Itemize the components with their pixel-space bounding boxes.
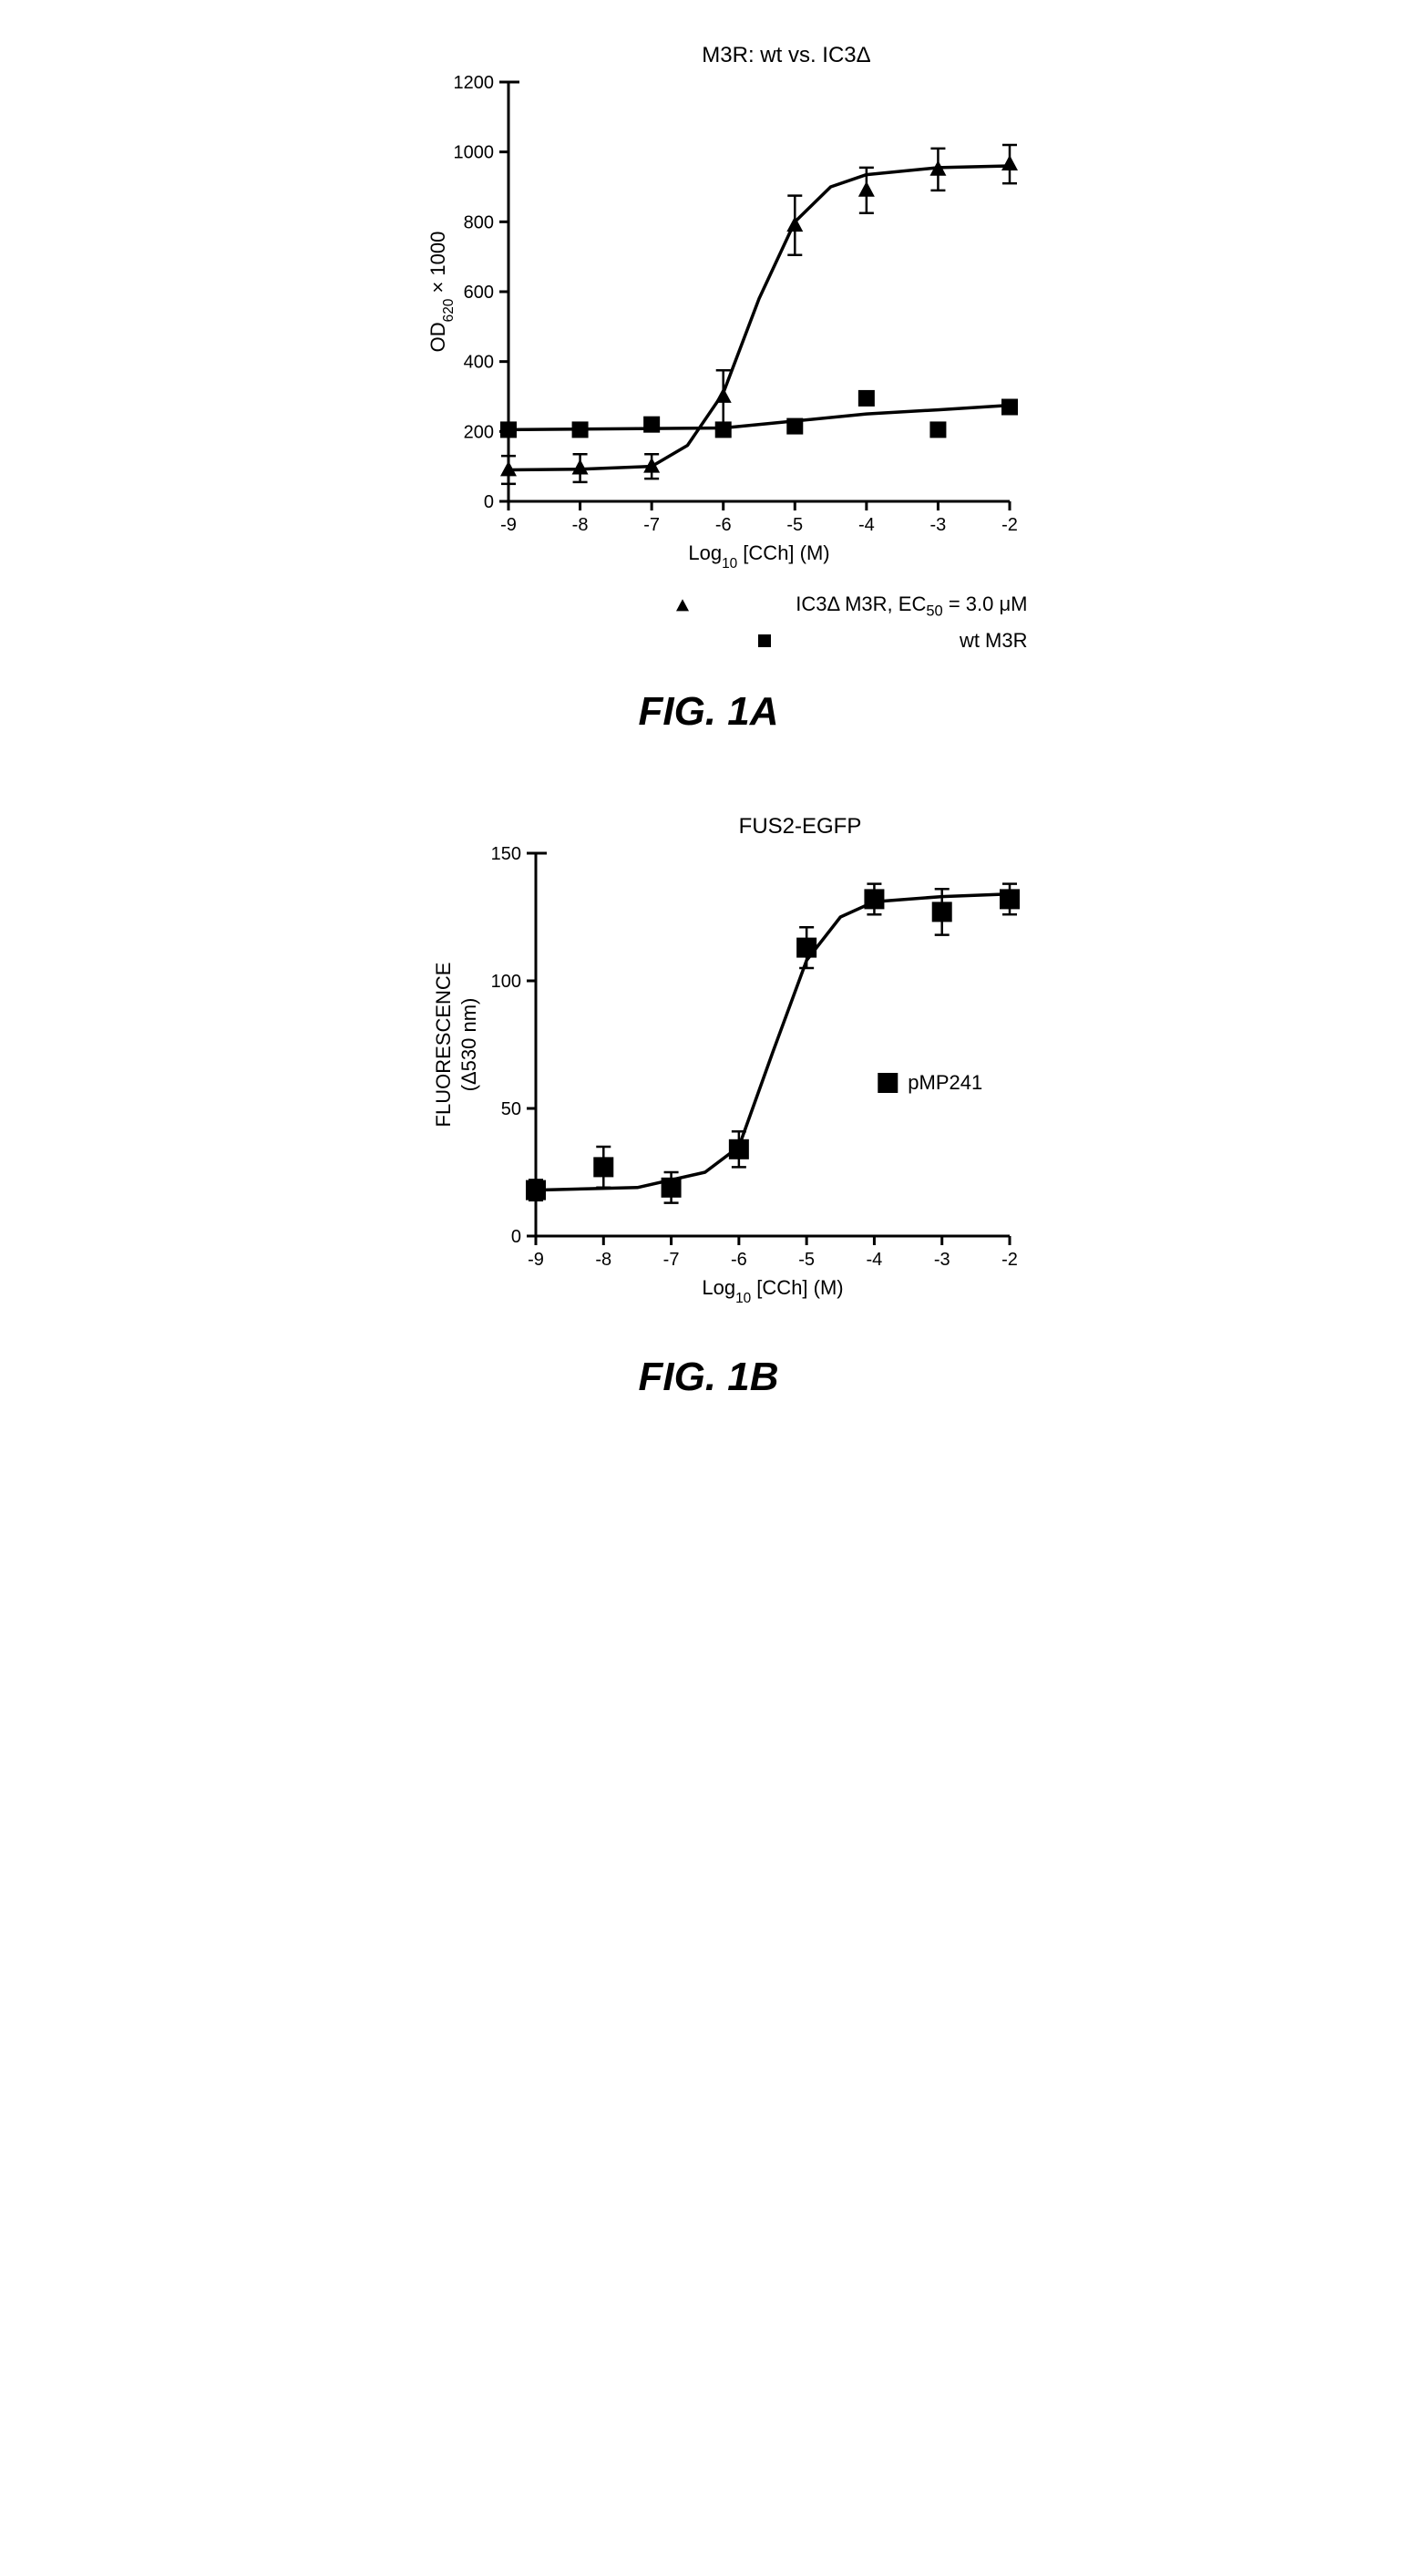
svg-text:pMP241: pMP241 <box>908 1071 982 1094</box>
svg-text:800: 800 <box>463 212 493 232</box>
svg-text:-5: -5 <box>786 515 803 535</box>
figure-1b-label: FIG. 1B <box>390 1355 1028 1400</box>
svg-text:-4: -4 <box>857 515 874 535</box>
svg-text:1200: 1200 <box>453 73 494 93</box>
svg-text:0: 0 <box>510 1227 520 1247</box>
svg-text:Log10 [CCh] (M): Log10 [CCh] (M) <box>688 541 829 572</box>
svg-text:150: 150 <box>490 844 520 864</box>
svg-text:-4: -4 <box>866 1250 882 1270</box>
svg-text:-5: -5 <box>798 1250 815 1270</box>
svg-text:-3: -3 <box>929 515 946 535</box>
svg-text:-6: -6 <box>730 1250 746 1270</box>
svg-text:-2: -2 <box>1001 515 1018 535</box>
svg-text:-9: -9 <box>500 515 517 535</box>
svg-text:-8: -8 <box>595 1250 611 1270</box>
figure-1a-block: M3R: wt vs. IC3Δ 0 200 400 600 800 1000 1200 -9 -… <box>390 36 1028 735</box>
figure-1a-legend: IC3Δ M3R, EC50 = 3.0 μM wt M3R <box>581 592 1028 653</box>
svg-text:-2: -2 <box>1001 1250 1018 1270</box>
svg-text:400: 400 <box>463 353 493 373</box>
svg-text:-7: -7 <box>662 1250 679 1270</box>
svg-text:-7: -7 <box>643 515 660 535</box>
svg-text:0: 0 <box>483 492 493 512</box>
svg-text:200: 200 <box>463 422 493 442</box>
svg-text:600: 600 <box>463 283 493 303</box>
svg-text:-3: -3 <box>933 1250 950 1270</box>
svg-text:-8: -8 <box>571 515 588 535</box>
svg-text:-6: -6 <box>714 515 731 535</box>
legend-item: IC3Δ M3R, EC50 = 3.0 μM <box>581 592 1028 620</box>
svg-text:Log10 [CCh] (M): Log10 [CCh] (M) <box>702 1276 843 1306</box>
figure-1a-chart: M3R: wt vs. IC3Δ 0 200 400 600 800 1000 1200 -9 -… <box>390 36 1028 583</box>
svg-text:M3R: wt vs. IC3Δ: M3R: wt vs. IC3Δ <box>702 43 870 67</box>
svg-text:FLUORESCENCE: FLUORESCENCE <box>432 963 455 1128</box>
svg-text:FUS2-EGFP: FUS2-EGFP <box>738 814 861 839</box>
svg-text:(Δ530 nm): (Δ530 nm) <box>457 998 480 1092</box>
svg-text:100: 100 <box>490 972 520 992</box>
svg-text:50: 50 <box>500 1099 520 1119</box>
legend-item: wt M3R <box>581 629 1028 653</box>
svg-text:1000: 1000 <box>453 143 494 163</box>
svg-text:OD620 × 1000: OD620 × 1000 <box>426 232 457 353</box>
figure-1b-block: FUS2-EGFP 0 50 100 150 -9 -8 -7 -6 -5 -4 -3 -2 Log10 … <box>390 808 1028 1400</box>
figure-1b-chart: FUS2-EGFP 0 50 100 150 -9 -8 -7 -6 -5 -4 -3 -2 Log10 … <box>390 808 1028 1318</box>
figure-1a-label: FIG. 1A <box>390 689 1028 735</box>
svg-text:-9: -9 <box>528 1250 544 1270</box>
